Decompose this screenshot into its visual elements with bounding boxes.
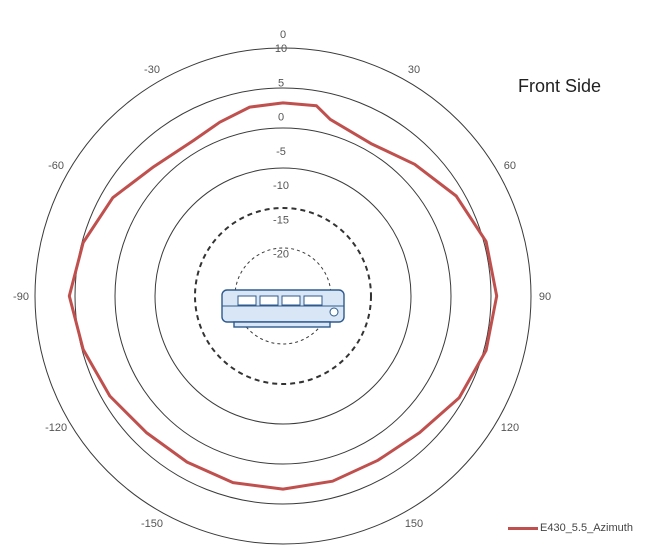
radial-tick-label: 5 (278, 77, 284, 89)
legend: E430_5.5_Azimuth (508, 522, 633, 534)
ring-minus-5 (154, 167, 412, 425)
device-led (329, 307, 339, 317)
radial-tick-label: 0 (278, 112, 284, 124)
radial-tick-label: -5 (276, 146, 286, 158)
ring-minus-10 (194, 207, 372, 385)
radial-tick-label: 10 (275, 43, 287, 55)
angle-label: 90 (539, 291, 551, 303)
device-port (303, 295, 323, 306)
device-port (237, 295, 257, 306)
angle-label: 120 (501, 422, 519, 434)
radial-tick-label: -10 (273, 180, 289, 192)
radial-tick-label: -15 (273, 214, 289, 226)
legend-label: E430_5.5_Azimuth (540, 522, 633, 534)
front-side-label: Front Side (518, 76, 602, 96)
access-point-icon (221, 289, 345, 328)
angle-labels: 0306090120150180-150-120-90-60-30 (13, 29, 551, 530)
outer-ring (34, 47, 532, 545)
device-base (233, 321, 331, 328)
series-line (67, 101, 499, 491)
ring-5 (74, 87, 492, 505)
angle-label: 150 (405, 518, 423, 530)
ring-0 (114, 127, 452, 465)
angle-label: -60 (48, 160, 64, 172)
angle-label: -150 (141, 518, 163, 530)
angle-label: 0 (280, 29, 286, 41)
radial-tick-label: -20 (273, 249, 289, 261)
angle-label: 60 (504, 160, 516, 172)
radial-grid (34, 47, 532, 545)
radial-labels: 10 5 0 -5 -10 -15 -20 (273, 43, 289, 261)
angle-label: -90 (13, 291, 29, 303)
angle-label: 30 (408, 64, 420, 76)
angle-label: -120 (45, 422, 67, 434)
legend-swatch (508, 526, 538, 530)
series-layer (67, 101, 499, 491)
device-port (281, 295, 301, 306)
device-port (259, 295, 279, 306)
angle-label: -30 (144, 64, 160, 76)
